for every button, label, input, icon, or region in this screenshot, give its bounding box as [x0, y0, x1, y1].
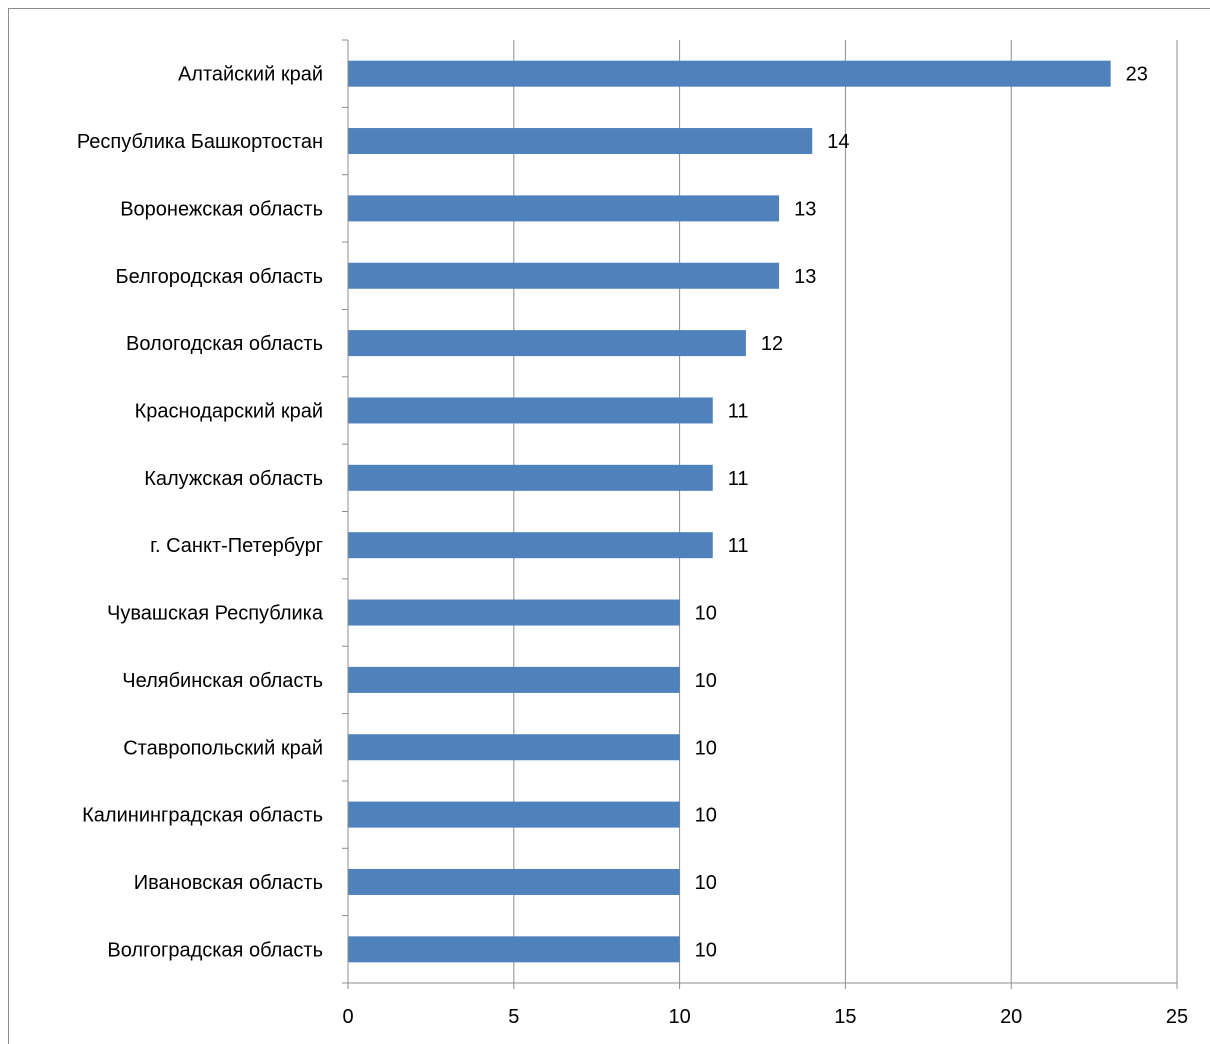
- data-label: 11: [728, 468, 749, 490]
- category-label: г. Санкт-Петербург: [150, 535, 323, 557]
- category-label: Краснодарский край: [135, 400, 323, 422]
- category-label: Ставропольский край: [123, 737, 323, 759]
- bar: [348, 464, 713, 491]
- x-tick-label: 20: [1000, 1006, 1022, 1028]
- bar: [348, 599, 680, 626]
- bar: [348, 532, 713, 559]
- bar: [348, 397, 713, 424]
- data-label: 10: [695, 737, 717, 759]
- bar: [348, 801, 680, 828]
- bar: [348, 195, 780, 222]
- category-label: Белгородская область: [116, 266, 323, 288]
- bar: [348, 128, 813, 155]
- x-tick-label: 0: [342, 1006, 353, 1028]
- gridlines: [513, 40, 1178, 983]
- bar: [348, 262, 780, 289]
- data-label: 11: [728, 400, 749, 422]
- bar: [348, 936, 680, 963]
- data-label: 12: [761, 333, 783, 355]
- data-label: 13: [794, 266, 816, 288]
- category-label: Чувашская Республика: [107, 603, 324, 625]
- labels: 0 5 10 15 20 25 Алтайский край 23 Республика Баш…: [77, 64, 1188, 1028]
- data-label: 10: [695, 670, 717, 692]
- x-tick-label: 15: [834, 1006, 856, 1028]
- data-label: 14: [827, 131, 849, 153]
- x-tick-label: 25: [1166, 1006, 1188, 1028]
- bar: [348, 734, 680, 761]
- data-label: 10: [695, 805, 717, 827]
- data-label: 11: [728, 535, 749, 557]
- bar: [348, 60, 1111, 87]
- data-label: 10: [695, 939, 717, 961]
- bar: [348, 666, 680, 693]
- data-label: 10: [695, 872, 717, 894]
- category-label: Калининградская область: [82, 805, 323, 827]
- data-label: 10: [695, 603, 717, 625]
- axes: [342, 39, 1178, 989]
- bar: [348, 330, 746, 357]
- x-tick-label: 5: [508, 1006, 519, 1028]
- category-label: Воронежская область: [120, 198, 323, 220]
- category-label: Вологодская область: [126, 333, 323, 355]
- x-tick-label: 10: [668, 1006, 690, 1028]
- data-label: 13: [794, 198, 816, 220]
- data-label: 23: [1126, 64, 1148, 86]
- category-label: Челябинская область: [122, 670, 323, 692]
- category-label: Алтайский край: [178, 64, 323, 86]
- bar: [348, 868, 680, 895]
- category-label: Республика Башкортостан: [77, 131, 323, 153]
- bars: [348, 60, 1111, 963]
- category-label: Ивановская область: [134, 872, 323, 894]
- category-label: Волгоградская область: [107, 939, 323, 961]
- category-label: Калужская область: [144, 468, 323, 490]
